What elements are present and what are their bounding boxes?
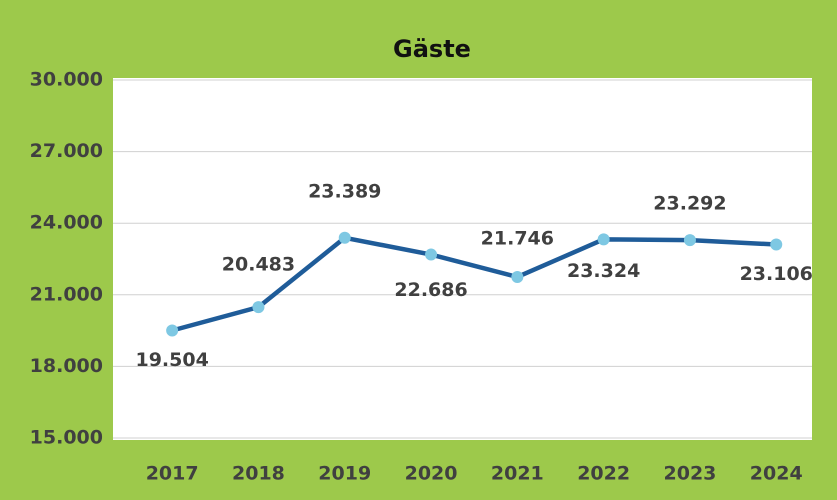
- marker: [683, 234, 696, 247]
- marker: [425, 248, 438, 261]
- data-label: 23.106: [740, 263, 813, 285]
- y-tick-label: 27.000: [30, 140, 103, 162]
- y-tick-label: 15.000: [30, 427, 103, 449]
- chart-title: Gäste: [393, 35, 471, 63]
- x-tick-label: 2019: [318, 463, 371, 485]
- data-label: 19.504: [135, 349, 208, 371]
- data-label: 23.389: [308, 180, 381, 202]
- y-tick-label: 21.000: [30, 283, 103, 305]
- y-tick-label: 30.000: [30, 69, 103, 91]
- data-label: 22.686: [394, 279, 467, 301]
- marker: [166, 324, 179, 337]
- y-tick-label: 18.000: [30, 355, 103, 377]
- data-label: 21.746: [481, 227, 554, 249]
- data-label: 23.292: [653, 193, 726, 215]
- y-tick-label: 24.000: [30, 212, 103, 234]
- marker: [770, 238, 783, 251]
- x-tick-label: 2022: [577, 463, 630, 485]
- x-tick-label: 2021: [491, 463, 544, 485]
- x-tick-label: 2018: [232, 463, 285, 485]
- plot-area: [113, 78, 812, 440]
- x-tick-label: 2024: [750, 463, 803, 485]
- x-tick-label: 2020: [405, 463, 458, 485]
- marker: [338, 231, 351, 244]
- line: [171, 235, 777, 333]
- x-tick-label: 2023: [664, 463, 717, 485]
- marker: [511, 270, 524, 283]
- marker: [597, 233, 610, 246]
- marker: [252, 301, 265, 314]
- data-label: 23.324: [567, 260, 640, 282]
- data-label: 20.483: [222, 254, 295, 276]
- x-tick-label: 2017: [146, 463, 199, 485]
